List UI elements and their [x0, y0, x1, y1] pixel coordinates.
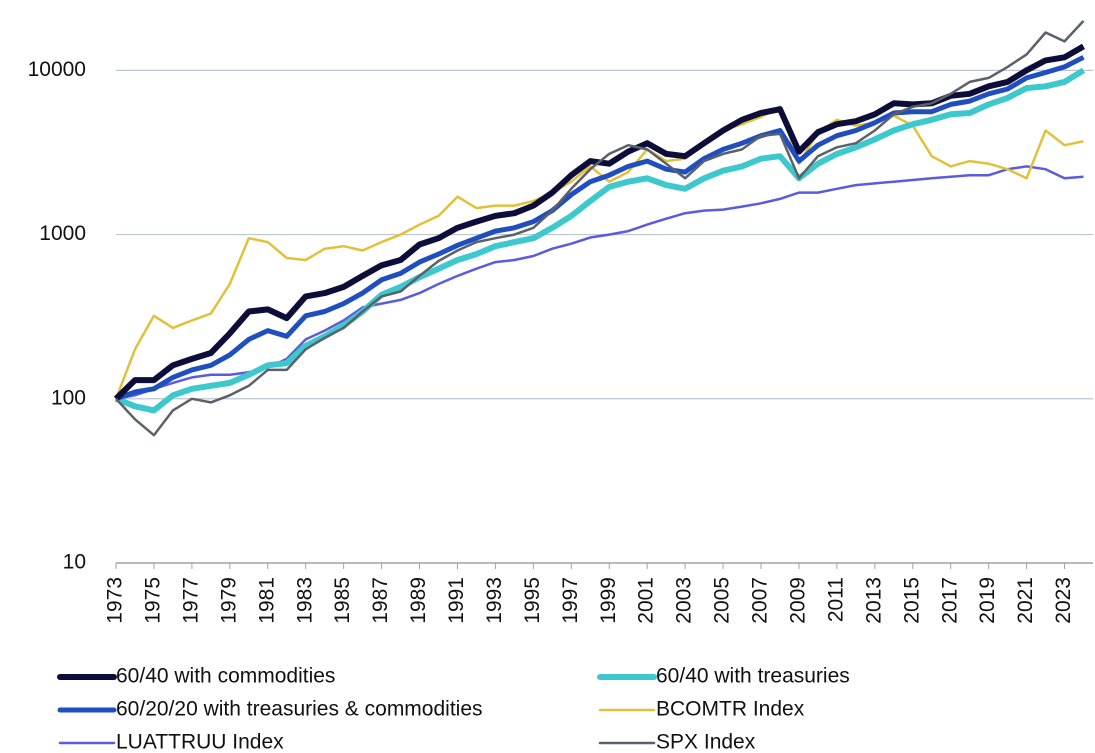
x-tick-label: 1989 — [407, 577, 430, 624]
x-tick-label: 2019 — [976, 577, 999, 624]
series-line — [115, 55, 1085, 402]
x-tick-label: 2021 — [1014, 577, 1037, 624]
x-tick-label: 1987 — [369, 577, 392, 624]
series-line — [114, 105, 1084, 400]
legend-label: LUATTRUU Index — [116, 731, 284, 753]
x-tick-label: 1983 — [293, 577, 316, 624]
x-tick-label: 2011 — [824, 577, 847, 622]
legend-label: SPX Index — [656, 731, 756, 753]
x-tick-label: 2007 — [749, 577, 772, 624]
x-tick-label: 2003 — [673, 577, 696, 624]
x-tick-label: 1991 — [445, 577, 468, 624]
legend-label: BCOMTR Index — [656, 698, 805, 721]
x-tick-label: 2009 — [786, 577, 809, 624]
series-line — [114, 67, 1086, 414]
x-tick-label: 1995 — [521, 577, 544, 624]
x-tick-label: 1973 — [104, 577, 127, 624]
x-tick-label: 2001 — [635, 577, 658, 624]
x-tick-label: 1975 — [141, 577, 164, 624]
x-tick-label: 2023 — [1052, 577, 1075, 624]
x-tick-label: 1999 — [597, 577, 620, 624]
x-tick-label: 1981 — [255, 577, 278, 624]
x-tick-label: 1977 — [179, 577, 202, 624]
y-tick-label: 10000 — [28, 58, 86, 81]
series-line — [115, 165, 1084, 401]
x-tick-label: 1985 — [331, 577, 354, 624]
x-tick-label: 2017 — [938, 577, 961, 624]
x-tick-label: 1997 — [559, 577, 582, 624]
legend-label: 60/40 with commodities — [116, 665, 335, 688]
legend-label: 60/20/20 with treasuries & commodities — [116, 698, 483, 721]
y-tick-label: 1000 — [39, 222, 86, 245]
series-line — [115, 20, 1085, 437]
legend-label: 60/40 with treasuries — [656, 665, 850, 688]
x-tick-label: 1979 — [217, 577, 240, 624]
x-tick-label: 2013 — [862, 577, 885, 624]
y-tick-label: 100 — [51, 386, 86, 409]
y-tick-label: 10 — [63, 551, 86, 574]
x-tick-label: 2005 — [711, 577, 734, 624]
x-tick-label: 1993 — [483, 577, 506, 624]
x-tick-label: 2015 — [900, 577, 923, 624]
